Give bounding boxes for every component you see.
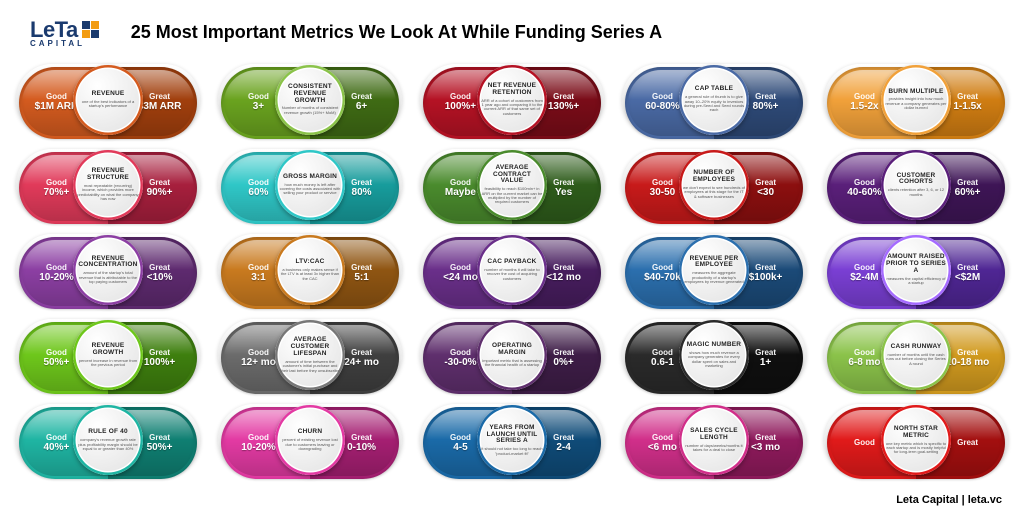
brand-sub: CAPITAL bbox=[30, 39, 85, 48]
infographic-page: LeTa CAPITAL 25 Most Important Metrics W… bbox=[0, 0, 1024, 512]
metric-card: Good$2-4MGreat<$2MAMOUNT RAISED PRIOR TO… bbox=[820, 230, 1012, 309]
metric-center: CAP TABLEa general rule of thumb is to g… bbox=[679, 65, 749, 135]
metric-card: Good10-20%Great0-10%CHURNpercent of exis… bbox=[214, 401, 406, 480]
metric-card: Good70%+Great90%+REVENUE STRUCTUREmost r… bbox=[12, 145, 204, 224]
metric-card: Good50%+Great100%+REVENUE GROWTHpercent … bbox=[12, 316, 204, 395]
metric-card: Good<6 moGreat<3 moSALES CYCLE LENGTHnum… bbox=[618, 401, 810, 480]
metric-center: CHURNpercent of existing revenue lost du… bbox=[275, 405, 345, 475]
metric-card: Good4-5Great2-4YEARS FROM LAUNCH UNTIL S… bbox=[416, 401, 608, 480]
metric-card: Good30-50Great<30NUMBER OF EMPLOYEESwe d… bbox=[618, 145, 810, 224]
metric-center: CASH RUNWAYnumber of months until the ca… bbox=[881, 320, 951, 390]
metric-center: AMOUNT RAISED PRIOR TO SERIES Ameasures … bbox=[881, 235, 951, 305]
metric-center: YEARS FROM LAUNCH UNTIL SERIES Ait shoul… bbox=[477, 405, 547, 475]
metric-card: Good1.5-2xGreat1-1.5xBURN MULTIPLEprovid… bbox=[820, 60, 1012, 139]
metric-card: GoodGreatNORTH STAR METRICone key metric… bbox=[820, 401, 1012, 480]
metric-card: Good60%Great80%GROSS MARGINhow much mone… bbox=[214, 145, 406, 224]
metric-center: REVENUE PER EMPLOYEEmeasures the aggrega… bbox=[679, 235, 749, 305]
metric-center: GROSS MARGINhow much money is left after… bbox=[275, 150, 345, 220]
metric-center: REVENUEone of the best indicators of a s… bbox=[73, 65, 143, 135]
metric-card: Good<24 moGreat<12 moCAC PAYBACKnumber o… bbox=[416, 230, 608, 309]
metric-center: REVENUE GROWTHpercent increase in revenu… bbox=[73, 320, 143, 390]
metric-center: REVENUE STRUCTUREmost repeatable (recurr… bbox=[73, 150, 143, 220]
metric-center: CONSISTENT REVENUE GROWTHNumber of month… bbox=[275, 65, 345, 135]
metric-card: Good12+ moGreat24+ moAVERAGE CUSTOMER LI… bbox=[214, 316, 406, 395]
metric-center: BURN MULTIPLEprovides insight into how m… bbox=[881, 65, 951, 135]
page-title: 25 Most Important Metrics We Look At Whi… bbox=[131, 22, 662, 43]
metric-center: NUMBER OF EMPLOYEESwe don't expect to se… bbox=[679, 150, 749, 220]
metric-center: NET REVENUE RETENTIONARR of a cohort of … bbox=[477, 65, 547, 135]
logo-plus-icon bbox=[82, 21, 99, 38]
metric-center: LTV:CACa business only makes sense if th… bbox=[275, 235, 345, 305]
header: LeTa CAPITAL 25 Most Important Metrics W… bbox=[12, 8, 1012, 56]
brand-logo: LeTa CAPITAL bbox=[12, 17, 99, 48]
metric-center: MAGIC NUMBERshows how much revenue a com… bbox=[679, 320, 749, 390]
footer-credit: Leta Capital | leta.vc bbox=[896, 494, 1002, 506]
metric-card: Good0.6-1Great1+MAGIC NUMBERshows how mu… bbox=[618, 316, 810, 395]
metric-center: CUSTOMER COHORTSclients retention after … bbox=[881, 150, 951, 220]
metric-card: Good40%+Great50%+RULE OF 40company's rev… bbox=[12, 401, 204, 480]
metric-center: AVERAGE CUSTOMER LIFESPANamount of time … bbox=[275, 320, 345, 390]
metric-grid: Good$1M ARRGreat$3M ARRREVENUEone of the… bbox=[12, 60, 1012, 480]
metric-center: SALES CYCLE LENGTHnumber of days/weeks/m… bbox=[679, 405, 749, 475]
metric-center: OPERATING MARGINimportant metric that is… bbox=[477, 320, 547, 390]
metric-card: Good10-20%Great<10%REVENUE CONCENTRATION… bbox=[12, 230, 204, 309]
metric-card: Good6-8 moGreat10-18 moCASH RUNWAYnumber… bbox=[820, 316, 1012, 395]
metric-card: Good100%+Great130%+NET REVENUE RETENTION… bbox=[416, 60, 608, 139]
metric-card: Good3+Great6+CONSISTENT REVENUE GROWTHNu… bbox=[214, 60, 406, 139]
metric-card: Good60-80%Great80%+CAP TABLEa general ru… bbox=[618, 60, 810, 139]
metric-card: Good40-60%Great60%+CUSTOMER COHORTSclien… bbox=[820, 145, 1012, 224]
metric-center: RULE OF 40company's revenue growth rate … bbox=[73, 405, 143, 475]
metric-center: CAC PAYBACKnumber of months it will take… bbox=[477, 235, 547, 305]
metric-center: AVERAGE CONTRACT VALUEfeasibility to rea… bbox=[477, 150, 547, 220]
metric-center: NORTH STAR METRICone key metric which is… bbox=[881, 405, 951, 475]
metric-card: GoodMaybeGreatYesAVERAGE CONTRACT VALUEf… bbox=[416, 145, 608, 224]
metric-card: Good$40-70kGreat$100k+REVENUE PER EMPLOY… bbox=[618, 230, 810, 309]
metric-card: Good-30-0%Great0%+OPERATING MARGINimport… bbox=[416, 316, 608, 395]
metric-card: Good3:1Great5:1LTV:CACa business only ma… bbox=[214, 230, 406, 309]
metric-card: Good$1M ARRGreat$3M ARRREVENUEone of the… bbox=[12, 60, 204, 139]
metric-center: REVENUE CONCENTRATIONamount of the start… bbox=[73, 235, 143, 305]
